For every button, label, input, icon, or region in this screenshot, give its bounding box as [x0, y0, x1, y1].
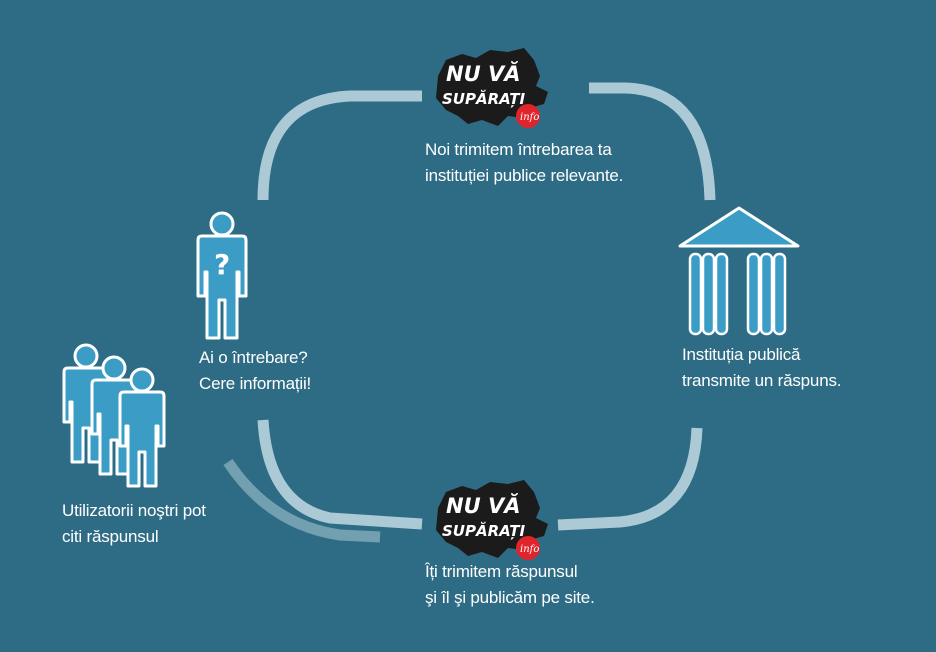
- step-send-line2: instituției publice relevante.: [425, 166, 624, 185]
- romania-map-silhouette-icon: [436, 48, 548, 126]
- step-read-line2: citi răspunsul: [62, 527, 159, 546]
- step-read-line1: Utilizatorii noştri pot: [62, 501, 206, 520]
- nuvasuparati-logo-bottom: NU VĂ SUPĂRAȚI info: [432, 478, 554, 573]
- step-read-caption: Utilizatorii noştri pot citi răspunsul: [62, 498, 206, 550]
- nuvasuparati-logo-top: NU VĂ SUPĂRAȚI info: [432, 46, 554, 141]
- logo-line1: NU VĂ: [446, 493, 520, 518]
- logo-line2: SUPĂRAȚI: [442, 521, 526, 540]
- logo-tag: info: [520, 112, 539, 123]
- step-ask-line1: Ai o întrebare?: [199, 348, 308, 367]
- logo-badge: [516, 536, 540, 560]
- person-question-icon: ?: [190, 210, 254, 347]
- step-ask-line2: Cere informații!: [199, 374, 312, 393]
- users-group-icon: [60, 342, 176, 499]
- logo-line2: SUPĂRAȚI: [442, 89, 526, 108]
- romania-map-silhouette-icon: [436, 480, 548, 558]
- step-institution-line1: Instituția publică: [682, 345, 801, 364]
- step-publish-line1: Îți trimitem răspunsul: [425, 562, 578, 581]
- arc-bottom-right: [557, 427, 703, 531]
- logo-badge: [516, 104, 540, 128]
- step-publish-caption: Îți trimitem răspunsul şi îl şi publicăm…: [425, 559, 595, 611]
- step-send-caption: Noi trimitem întrebarea ta instituției p…: [425, 137, 623, 189]
- user-figure-front: [118, 367, 166, 488]
- step-send-line1: Noi trimitem întrebarea ta: [425, 140, 612, 159]
- step-publish-line2: şi îl şi publicăm pe site.: [425, 588, 595, 607]
- question-mark: ?: [214, 248, 230, 281]
- step-ask-caption: Ai o întrebare? Cere informații!: [199, 345, 311, 397]
- logo-tag: info: [520, 544, 539, 555]
- step-institution-line2: transmite un răspuns.: [682, 371, 842, 390]
- step-institution-caption: Instituția publică transmite un răspuns.: [682, 342, 841, 394]
- arc-bottom-left: [257, 419, 423, 530]
- arc-top-right: [589, 82, 716, 201]
- institution-building-icon: [678, 206, 800, 343]
- logo-line1: NU VĂ: [446, 61, 520, 86]
- arc-top-left: [257, 90, 422, 201]
- arc-bottom-left-outer: [223, 458, 381, 543]
